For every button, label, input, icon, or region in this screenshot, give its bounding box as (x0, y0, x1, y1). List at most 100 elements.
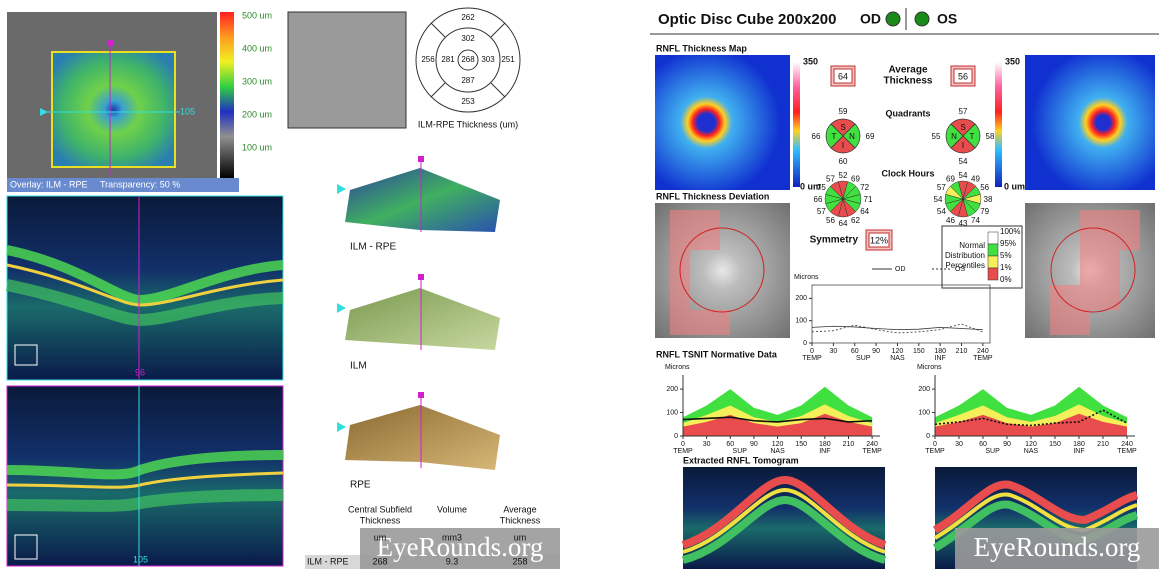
marker (337, 422, 346, 432)
table-header: Volume (437, 504, 467, 514)
rnfl-layer (681, 495, 887, 564)
table-unit: mm3 (442, 532, 462, 542)
legend-label: Distribution (945, 251, 985, 260)
x-tick-label: 30 (703, 441, 711, 448)
marker (418, 274, 424, 280)
axis-title: Microns (917, 364, 942, 371)
table-value: 9.3 (446, 556, 459, 566)
eye-os: OS (937, 11, 957, 27)
x-tick-label: 180 (934, 348, 946, 355)
x-tick-label: 0 (810, 348, 814, 355)
clock-value: 43 (959, 219, 968, 228)
legend-swatch (987, 231, 999, 245)
grid-value: 287 (461, 76, 475, 85)
clock-value: 56 (980, 183, 989, 192)
x-tick-label: 150 (1049, 441, 1061, 448)
region-label: NAS (1024, 448, 1039, 455)
y-tick-label: 100 (918, 409, 930, 416)
x-tick-label: 0 (933, 441, 937, 448)
region-label: NAS (770, 448, 785, 455)
value-box (833, 68, 853, 84)
retina-layer (5, 279, 284, 327)
grid-divider (490, 82, 506, 98)
region-label: SUP (985, 448, 1000, 455)
section-title: RNFL Thickness Map (656, 43, 747, 53)
scale-label: 400 um (242, 43, 272, 53)
data-line (811, 323, 984, 334)
surface-label: RPE (350, 480, 371, 491)
symmetry-value: 12% (870, 235, 888, 245)
average-value: 56 (958, 71, 968, 81)
overlay-label: Overlay: ILM - RPE (10, 179, 88, 189)
scale-label: 200 um (242, 109, 272, 119)
eye-od: OD (860, 11, 881, 27)
x-tick-label: 60 (851, 348, 859, 355)
quadrant-value: 57 (959, 107, 968, 116)
retina-layer (6, 489, 284, 512)
marker-label: 105 (133, 554, 148, 564)
clock-value: 71 (864, 195, 873, 204)
x-tick-label: 120 (892, 348, 904, 355)
region-label: TEMP (1117, 448, 1137, 455)
marker-label: 96 (135, 367, 145, 377)
data-line (682, 416, 873, 423)
grid-value: 302 (461, 34, 475, 43)
quadrant-value: 60 (839, 157, 848, 166)
quadrant-value: 59 (839, 107, 848, 116)
y-tick-label: 100 (795, 318, 807, 325)
x-tick-label: 90 (750, 441, 758, 448)
legend-tick: 95% (1000, 239, 1016, 248)
clock-value: 66 (814, 195, 823, 204)
scan-icon (14, 344, 38, 366)
x-tick-label: 210 (1097, 441, 1109, 448)
table-unit: um (374, 532, 387, 542)
scale-label: 100 um (242, 142, 272, 152)
marker-label: 105 (180, 106, 195, 116)
grid-divider (430, 22, 446, 38)
clock-sector (949, 181, 964, 200)
clock-value: 38 (984, 195, 993, 204)
macular-panel: 105 Overlay: ILM - RPE Transparency: 50 … (5, 7, 560, 569)
x-tick-label: 0 (681, 441, 685, 448)
color-scale (220, 12, 234, 178)
quadrant-letter: I (962, 141, 964, 150)
section-label: Quadrants (885, 108, 930, 118)
normative-band (683, 413, 873, 436)
clock-value: 54 (934, 195, 943, 204)
x-tick-label: 120 (772, 441, 784, 448)
quadrant-letter: N (849, 132, 855, 141)
rnfl-layer (682, 487, 886, 554)
table-value: 268 (372, 556, 387, 566)
grid-divider (490, 22, 506, 38)
scale-label: 300 um (242, 76, 272, 86)
table-header: Thickness (360, 515, 401, 525)
symmetry-label: Symmetry (810, 235, 859, 246)
table-row-label: ILM - RPE (307, 556, 349, 566)
rnfl-layer (933, 500, 1139, 552)
surface-3d (345, 405, 500, 470)
transparency-label: Transparency: 50 % (100, 179, 180, 189)
scale-min: 0 um (1004, 181, 1025, 191)
average-label: Thickness (884, 76, 933, 87)
quadrant-value: 55 (932, 132, 941, 141)
quadrant-sector (825, 123, 844, 149)
legend-label: OD (895, 266, 906, 273)
clock-value: 46 (946, 216, 955, 225)
region-label: TEMP (802, 355, 822, 362)
quadrant-letter: I (842, 141, 844, 150)
grid-caption: ILM-RPE Thickness (um) (418, 119, 518, 129)
x-tick-label: 30 (829, 348, 837, 355)
grid-value: 262 (461, 13, 475, 22)
legend-swatch (987, 267, 999, 281)
region-label: TEMP (925, 448, 945, 455)
region-label: INF (819, 448, 830, 455)
thickness-overlay (51, 51, 176, 168)
data-line (934, 409, 1128, 427)
clock-value: 49 (971, 174, 980, 183)
y-tick-label: 0 (803, 340, 807, 347)
normative-band (935, 413, 1127, 436)
x-tick-label: 90 (1003, 441, 1011, 448)
marker (337, 184, 346, 194)
clock-value: 62 (851, 216, 860, 225)
